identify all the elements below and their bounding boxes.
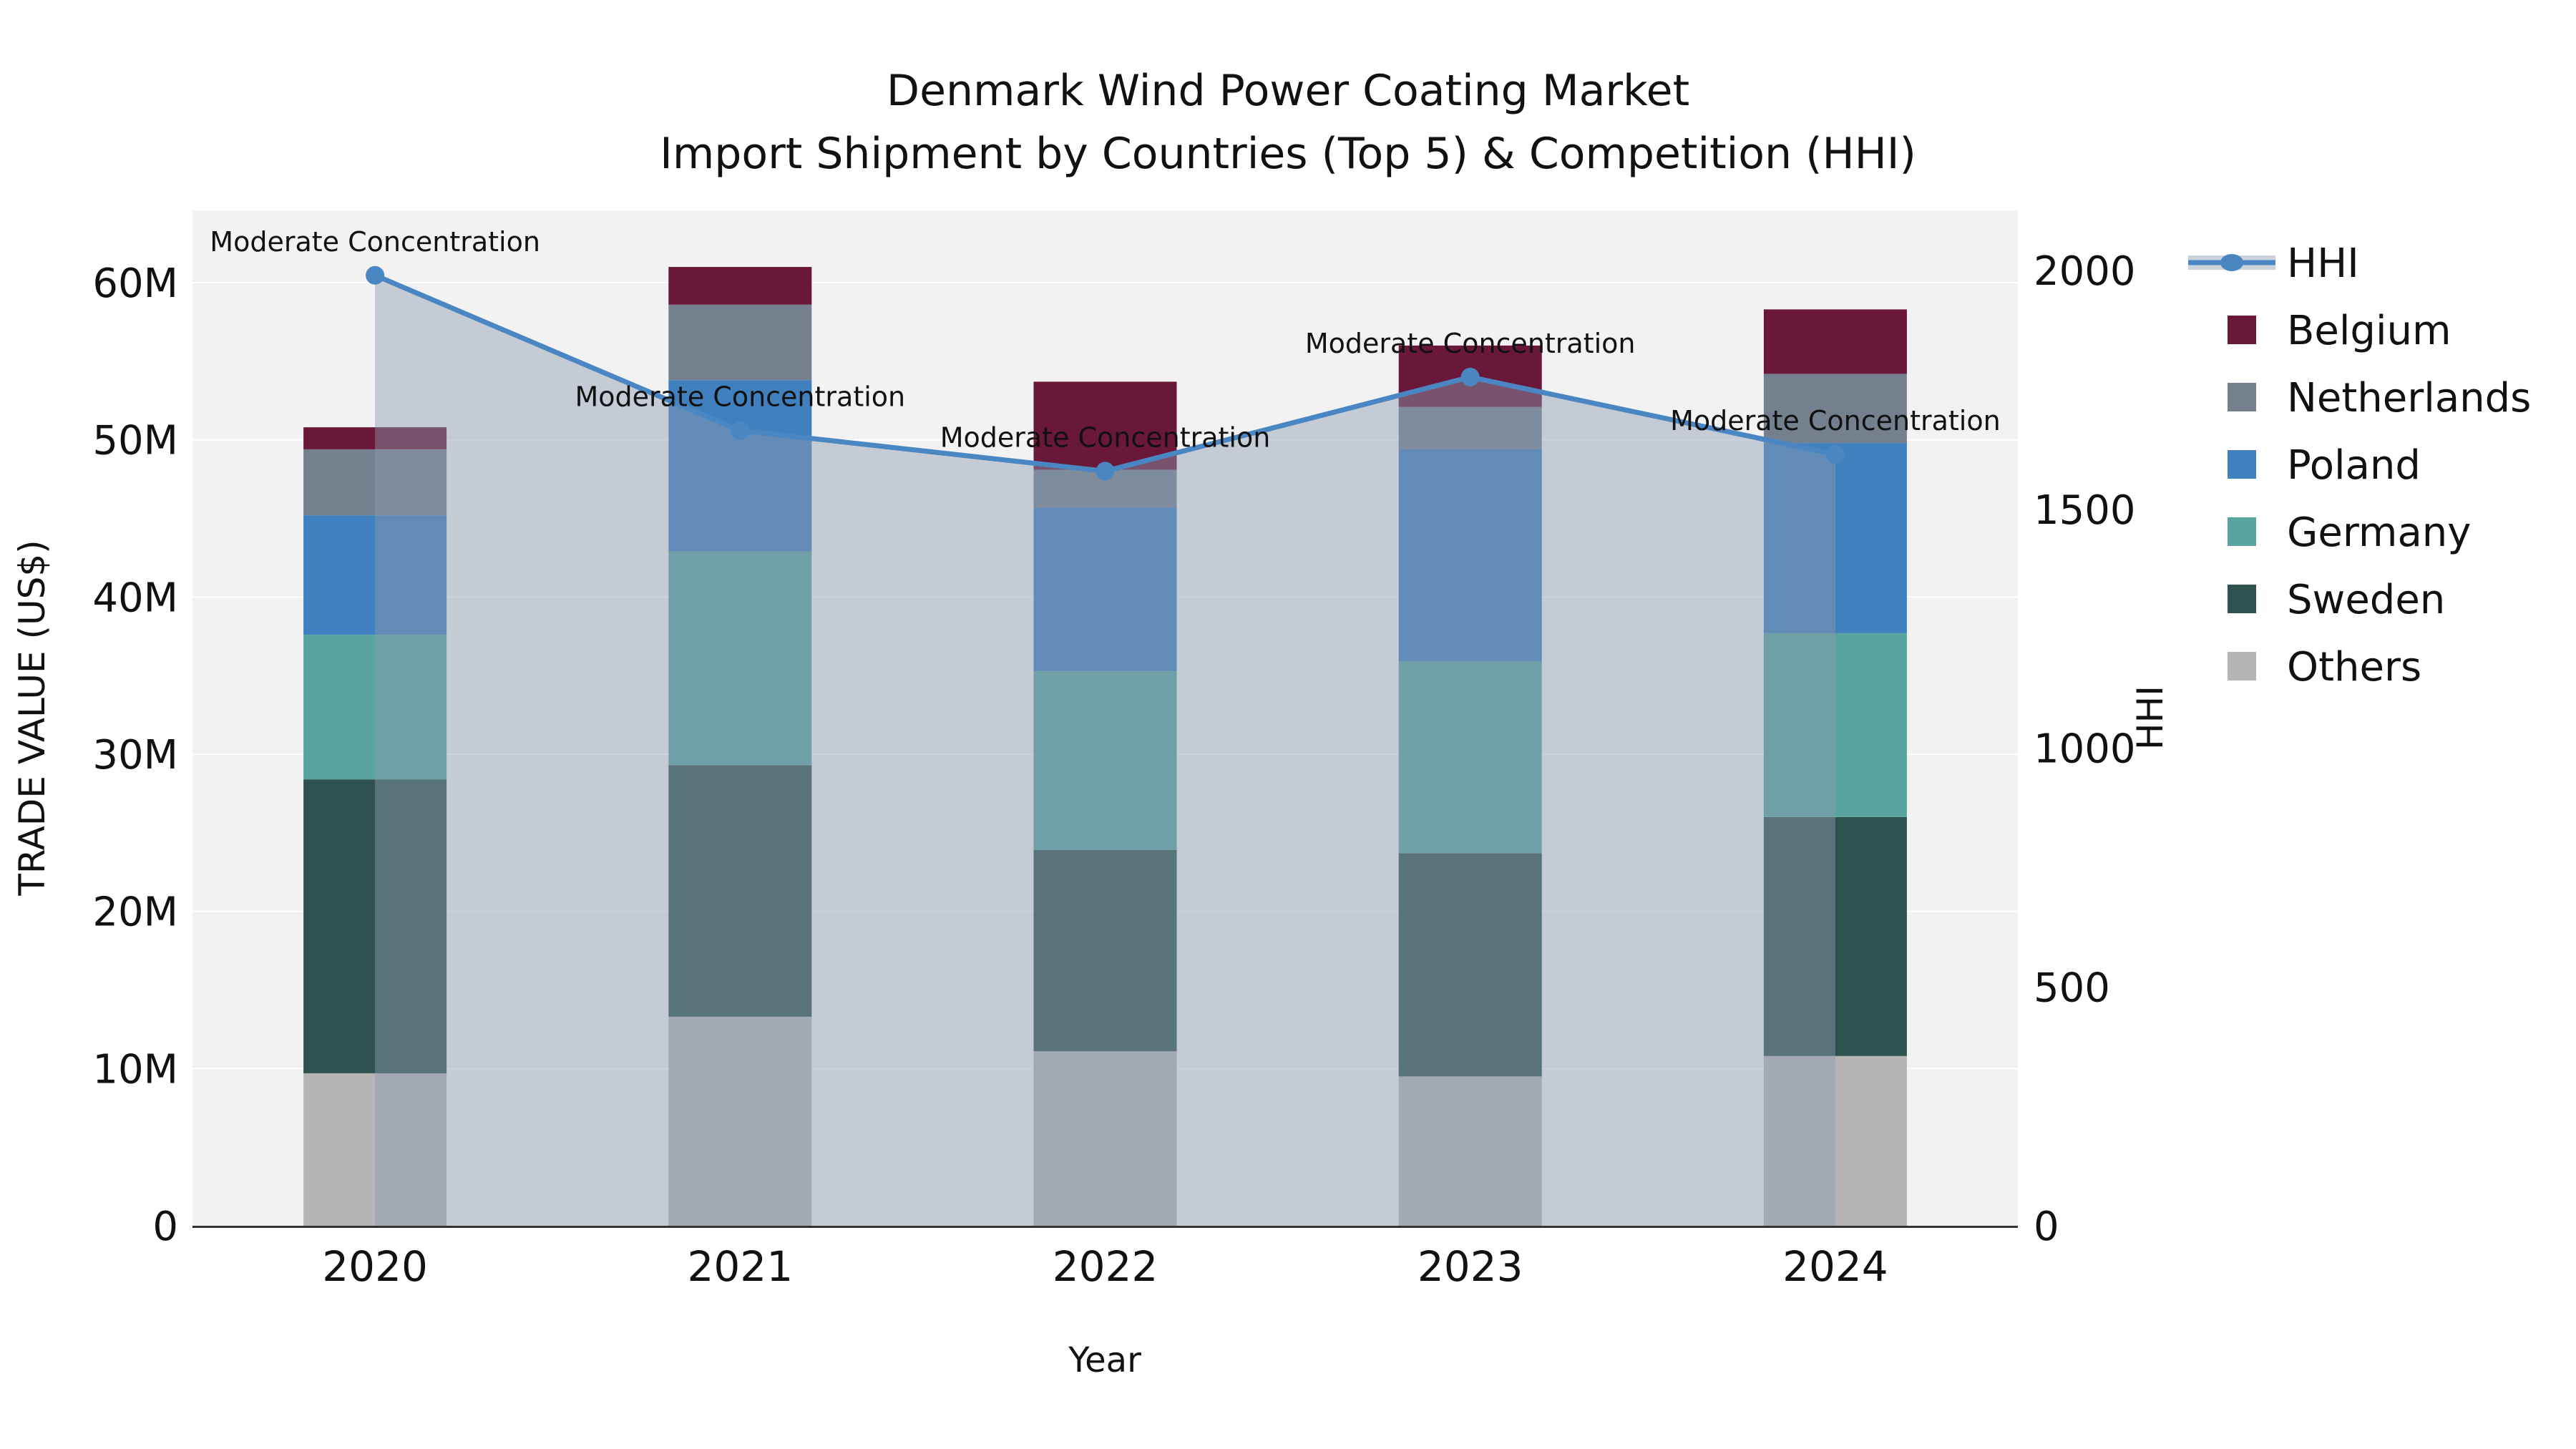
x-axis-tick-2022: 2022 — [1053, 1242, 1158, 1291]
legend-label-belgium: Belgium — [2287, 308, 2451, 354]
legend-swatch-netherlands — [2228, 383, 2256, 411]
hhi-marker-2023 — [1460, 367, 1480, 386]
y-axis-title-right: HHI — [2129, 686, 2171, 750]
chart-title-line2: Import Shipment by Countries (Top 5) & C… — [660, 129, 1916, 179]
bar-segment-sweden-2024 — [1763, 816, 1907, 1056]
legend-item-sweden: Sweden — [2228, 577, 2445, 623]
bar-segment-others-2024 — [1763, 1055, 1907, 1226]
bar-segment-netherlands-2024 — [1763, 374, 1907, 444]
hhi-marker-2024 — [1825, 445, 1845, 464]
bar-segment-poland-2024 — [1763, 443, 1907, 633]
bar-segment-germany-2021 — [668, 551, 812, 766]
legend-label-germany: Germany — [2287, 509, 2471, 556]
bar-segment-germany-2022 — [1033, 670, 1177, 851]
annotation-label-2023: Moderate Concentration — [1305, 328, 1636, 359]
y-axis-tick-right-500: 500 — [2034, 965, 2110, 1011]
y-axis-tick-left-50M: 50M — [92, 418, 178, 464]
bar-segment-sweden-2021 — [668, 765, 812, 1017]
bar-segment-belgium-2022 — [1033, 381, 1177, 470]
annotation-label-2020: Moderate Concentration — [210, 226, 540, 258]
bar-segment-belgium-2024 — [1763, 309, 1907, 374]
y-axis-tick-right-1500: 1500 — [2034, 487, 2136, 534]
bar-segment-others-2021 — [668, 1016, 812, 1226]
x-axis-tick-2020: 2020 — [322, 1242, 428, 1291]
bar-segment-netherlands-2021 — [668, 304, 812, 381]
legend-swatch-others — [2228, 652, 2256, 680]
y-axis-tick-left-30M: 30M — [92, 732, 178, 779]
x-axis-tick-2023: 2023 — [1418, 1242, 1523, 1291]
x-axis-title: Year — [1068, 1340, 1141, 1380]
bar-segment-belgium-2021 — [668, 267, 812, 305]
annotation-label-2021: Moderate Concentration — [575, 381, 905, 413]
legend-item-hhi: HHI — [2188, 240, 2359, 287]
legend-swatch-germany — [2228, 517, 2256, 546]
bar-segment-germany-2023 — [1398, 661, 1542, 854]
annotation-label-2022: Moderate Concentration — [940, 421, 1271, 453]
bar-segment-poland-2020 — [303, 515, 447, 635]
annotation-label-2024: Moderate Concentration — [1670, 405, 2001, 436]
bar-segment-poland-2022 — [1033, 507, 1177, 671]
y-axis-tick-left-60M: 60M — [92, 260, 178, 307]
legend-item-poland: Poland — [2228, 442, 2421, 489]
legend-item-netherlands: Netherlands — [2228, 375, 2531, 421]
hhi-area-fill — [375, 275, 1835, 1226]
bar-segment-sweden-2023 — [1398, 853, 1542, 1077]
y-axis-tick-right-1000: 1000 — [2034, 726, 2136, 773]
legend-item-belgium: Belgium — [2228, 308, 2451, 354]
bar-segment-germany-2020 — [303, 635, 447, 780]
legend-label-netherlands: Netherlands — [2287, 375, 2531, 421]
hhi-marker-2021 — [731, 421, 750, 440]
bar-segment-others-2023 — [1398, 1076, 1542, 1226]
bar-segment-netherlands-2023 — [1398, 406, 1542, 449]
legend-swatch-poland — [2228, 450, 2256, 479]
y-axis-title-left: TRADE VALUE (US$) — [11, 540, 53, 896]
y-axis-tick-left-20M: 20M — [92, 889, 178, 936]
y-axis-tick-right-2000: 2000 — [2034, 248, 2136, 295]
hhi-marker-2022 — [1096, 462, 1115, 481]
x-axis-tick-2021: 2021 — [687, 1242, 793, 1291]
bar-segment-poland-2023 — [1398, 449, 1542, 662]
bar-segment-belgium-2020 — [303, 427, 447, 449]
legend-hhi-marker — [2220, 254, 2243, 271]
plot-layer: Moderate Concentration Moderate Concentra… — [92, 210, 2531, 1291]
legend-item-others: Others — [2228, 644, 2421, 691]
legend-item-germany: Germany — [2228, 509, 2471, 556]
legend-label-hhi: HHI — [2287, 240, 2359, 287]
y-axis-tick-left-10M: 10M — [92, 1046, 178, 1093]
chart-title-line1: Denmark Wind Power Coating Market — [887, 66, 1689, 116]
bar-segment-sweden-2022 — [1033, 850, 1177, 1052]
y-axis-tick-left-40M: 40M — [92, 575, 178, 621]
legend-label-poland: Poland — [2287, 442, 2421, 489]
y-axis-tick-left-0: 0 — [152, 1204, 178, 1250]
y-axis-tick-right-0: 0 — [2034, 1204, 2059, 1250]
legend-swatch-belgium — [2228, 316, 2256, 344]
legend-label-sweden: Sweden — [2287, 577, 2445, 623]
bar-segment-netherlands-2020 — [303, 449, 447, 516]
hhi-marker-2020 — [366, 265, 385, 285]
legend-swatch-sweden — [2228, 585, 2256, 613]
x-axis-tick-2024: 2024 — [1782, 1242, 1888, 1291]
bar-segment-others-2020 — [303, 1073, 447, 1226]
legend-label-others: Others — [2287, 644, 2421, 691]
bar-segment-germany-2024 — [1763, 633, 1907, 817]
bar-segment-sweden-2020 — [303, 779, 447, 1073]
bar-segment-others-2022 — [1033, 1051, 1177, 1226]
